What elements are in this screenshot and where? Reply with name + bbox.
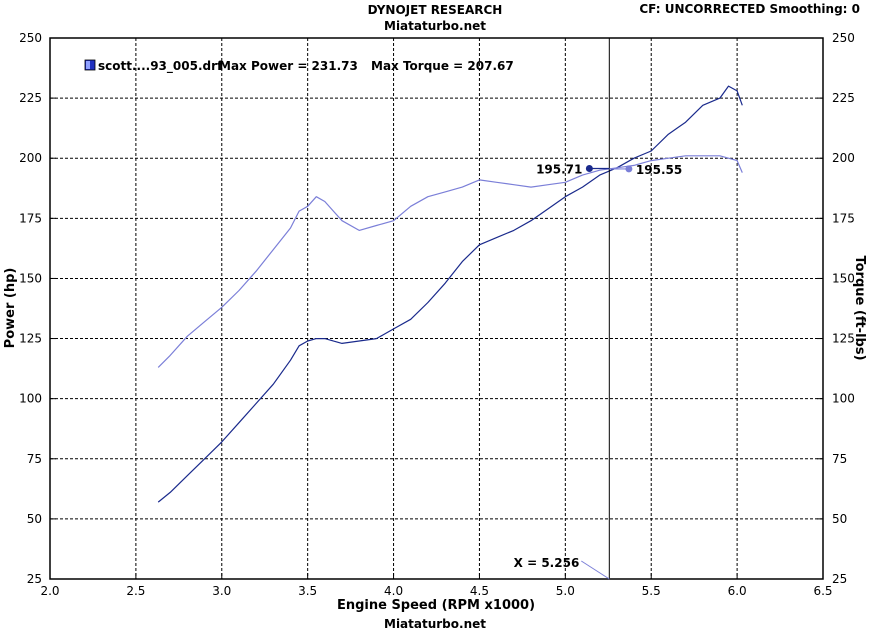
legend-swatch-highlight <box>86 61 90 69</box>
power-curve <box>157 85 743 503</box>
chart-footer: Miataturbo.net <box>384 617 486 631</box>
x-tick-label: 6.0 <box>728 584 747 598</box>
x-tick-label: 3.0 <box>212 584 231 598</box>
x-tick-label: 5.5 <box>642 584 661 598</box>
grid-lines <box>50 38 823 579</box>
legend-file: scott....93_005.drf <box>98 59 223 74</box>
legend-max-power: Max Power = 231.73 <box>219 59 358 73</box>
y-right-tick-label: 225 <box>832 91 855 105</box>
cursor-label: X = 5.256 <box>514 556 580 570</box>
power-marker-dot <box>585 165 593 173</box>
y-left-tick-label: 25 <box>27 572 42 586</box>
chart-subtitle: Miataturbo.net <box>384 19 486 33</box>
y-right-tick-label: 100 <box>832 392 855 406</box>
y-right-tick-label: 25 <box>832 572 847 586</box>
chart-title: DYNOJET RESEARCH <box>367 3 503 17</box>
torque-curve <box>157 155 743 368</box>
y-left-tick-label: 100 <box>19 392 42 406</box>
legend: scott....93_005.drf Max Power = 231.73 M… <box>84 59 514 74</box>
x-tick-label: 4.0 <box>384 584 403 598</box>
y-right-tick-label: 125 <box>832 332 855 346</box>
x-tick-label: 4.5 <box>470 584 489 598</box>
y-right-tick-label: 175 <box>832 211 855 225</box>
y-axis-right-ticks: 25 50 75 100 125 150 175 200 225 250 <box>817 31 855 586</box>
correction-info: CF: UNCORRECTED Smoothing: 0 <box>639 2 860 16</box>
y-right-tick-label: 150 <box>832 271 855 285</box>
power-marker-label: 195.71 <box>536 163 582 177</box>
y-axis-left-label: Power (hp) <box>3 268 18 349</box>
y-left-tick-label: 175 <box>19 211 42 225</box>
torque-marker-label: 195.55 <box>636 163 682 177</box>
y-axis-left-ticks: 25 50 75 100 125 150 175 200 225 250 <box>19 31 56 586</box>
x-axis-label: Engine Speed (RPM x1000) <box>337 598 535 613</box>
legend-max-torque: Max Torque = 207.67 <box>371 59 514 73</box>
x-tick-label: 2.5 <box>126 584 145 598</box>
y-left-tick-label: 225 <box>19 91 42 105</box>
torque-marker-dot <box>625 165 633 173</box>
y-right-tick-label: 50 <box>832 512 847 526</box>
y-right-tick-label: 250 <box>832 31 855 45</box>
y-left-tick-label: 250 <box>19 31 42 45</box>
x-tick-label: 2.0 <box>40 584 59 598</box>
x-axis-ticks: 2.0 2.5 3.0 3.5 4.0 4.5 5.0 5.5 6.0 6.5 <box>40 573 833 598</box>
y-left-tick-label: 150 <box>19 271 42 285</box>
x-tick-label: 5.0 <box>556 584 575 598</box>
x-tick-label: 3.5 <box>298 584 317 598</box>
y-left-tick-label: 75 <box>27 452 42 466</box>
x-tick-label: 6.5 <box>813 584 832 598</box>
y-left-tick-label: 125 <box>19 332 42 346</box>
plot-area <box>49 37 824 580</box>
y-left-tick-label: 50 <box>27 512 42 526</box>
markers-layer: 195.71 195.55 <box>536 163 682 177</box>
y-right-tick-label: 75 <box>832 452 847 466</box>
y-axis-right-label: Torque (ft-lbs) <box>852 255 867 360</box>
y-left-tick-label: 200 <box>19 151 42 165</box>
series-layer <box>157 85 743 503</box>
y-right-tick-label: 200 <box>832 151 855 165</box>
cursor-pointer <box>581 560 610 580</box>
